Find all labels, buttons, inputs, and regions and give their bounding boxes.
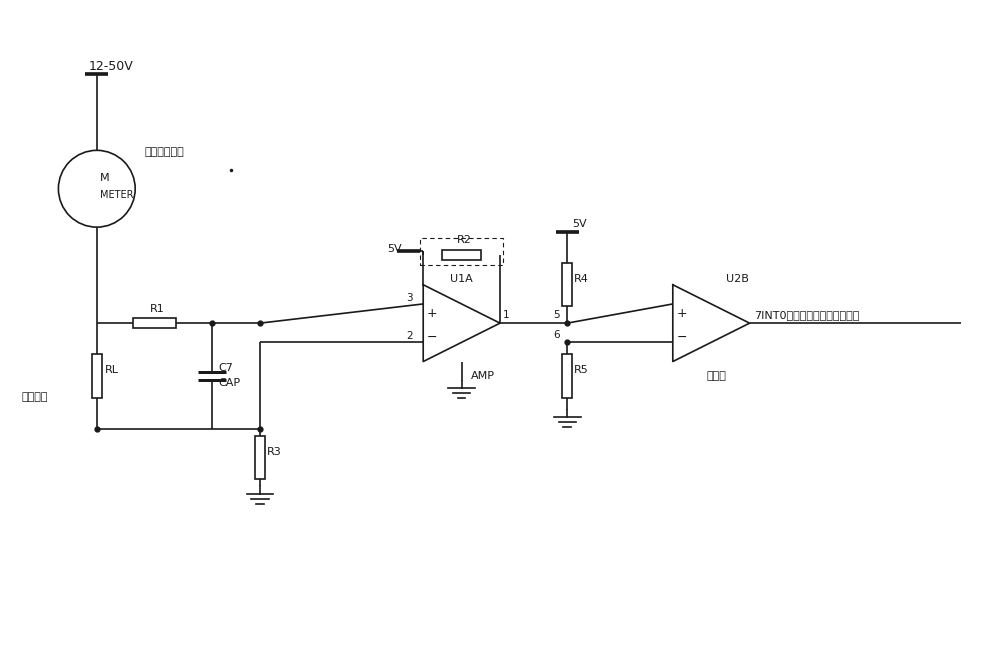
Bar: [562, 263, 572, 306]
Text: 5: 5: [553, 310, 559, 321]
Text: R5: R5: [574, 365, 589, 375]
Text: 6: 6: [553, 330, 559, 340]
Text: U2B: U2B: [726, 274, 748, 284]
Text: +: +: [427, 307, 438, 320]
Bar: [92, 355, 102, 398]
Text: AMP: AMP: [471, 371, 495, 381]
Bar: [420, 238, 503, 264]
Text: 有刷直流电机: 有刷直流电机: [145, 147, 185, 157]
Text: M: M: [100, 173, 109, 183]
Text: 5V: 5V: [387, 244, 401, 254]
Text: 比较器: 比较器: [706, 371, 726, 381]
Text: R2: R2: [457, 236, 472, 246]
Bar: [133, 318, 176, 328]
Text: R4: R4: [574, 274, 589, 284]
Text: 5V: 5V: [572, 219, 587, 229]
Text: 12-50V: 12-50V: [89, 59, 134, 72]
Text: CAP: CAP: [219, 377, 241, 387]
Bar: [255, 436, 265, 479]
Text: 2: 2: [406, 332, 413, 342]
Text: R3: R3: [267, 447, 281, 456]
Text: 3: 3: [406, 293, 413, 303]
Text: +: +: [677, 307, 687, 320]
Text: −: −: [427, 331, 438, 344]
Text: C7: C7: [219, 363, 234, 373]
Text: 1: 1: [503, 310, 510, 321]
Text: 7INT0输出到单片机中断检测口: 7INT0输出到单片机中断检测口: [754, 310, 860, 321]
Text: −: −: [677, 331, 687, 344]
Text: METER: METER: [100, 190, 133, 200]
Bar: [562, 355, 572, 398]
Text: U1A: U1A: [450, 274, 473, 284]
Text: 电流检测: 电流检测: [22, 392, 48, 402]
Text: R1: R1: [150, 304, 164, 313]
Text: RL: RL: [104, 365, 118, 375]
Bar: [442, 250, 481, 260]
